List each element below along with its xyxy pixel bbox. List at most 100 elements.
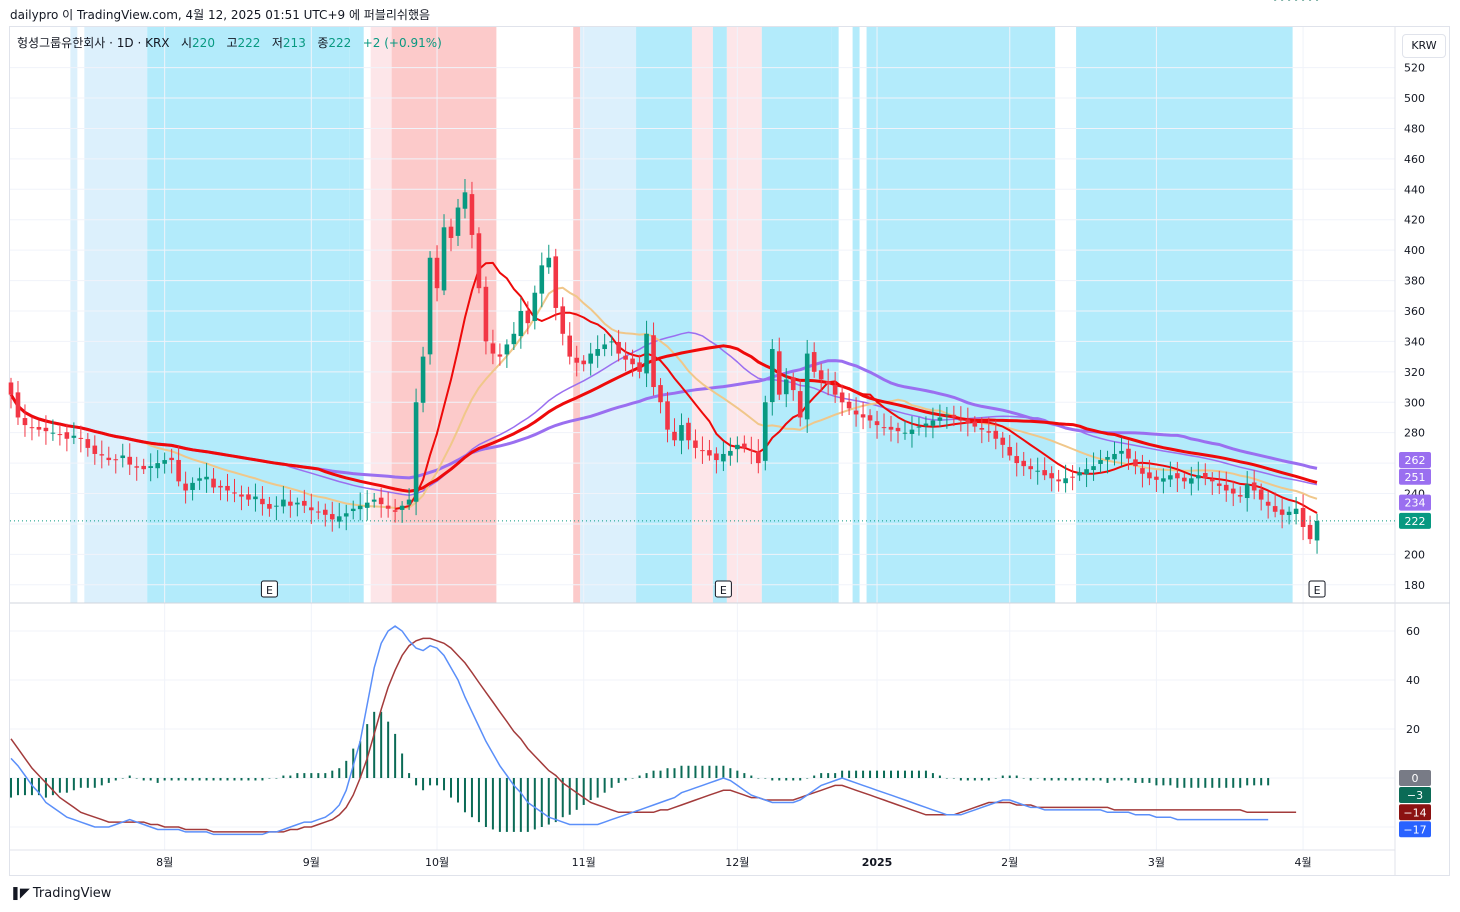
candle	[616, 329, 621, 362]
candle	[357, 492, 363, 521]
earnings-marker-box	[260, 580, 278, 598]
candle-body	[1035, 470, 1040, 472]
macd-histogram-bar	[1071, 778, 1074, 781]
macd-histogram-bar	[568, 778, 571, 815]
candle-body	[1126, 448, 1131, 459]
macd-histogram-bar	[938, 775, 941, 778]
candle-body	[532, 292, 538, 321]
high-label: 고	[226, 36, 238, 50]
candle	[944, 406, 950, 429]
macd-histogram-bar	[380, 711, 383, 778]
macd-histogram-bar	[303, 773, 306, 778]
macd-histogram-bar	[135, 778, 138, 779]
macd-histogram-bar	[149, 778, 152, 781]
candle	[776, 337, 782, 400]
macd-histogram-bar	[680, 765, 683, 778]
macd-histogram-bar	[561, 778, 564, 818]
candle-body	[413, 402, 419, 502]
macd-histogram-bar	[1106, 778, 1109, 783]
tradingview-brand[interactable]: ❚◤ TradingView	[10, 886, 111, 901]
macd-histogram-bar	[980, 778, 983, 781]
candle	[714, 447, 719, 474]
candle-body	[1119, 450, 1124, 454]
macd-histogram-bar	[470, 778, 473, 818]
candle	[399, 501, 405, 523]
candle	[518, 297, 524, 349]
candle-body	[797, 391, 803, 418]
candle-body	[1084, 469, 1089, 475]
symbol-legend: 헝셩그룹유한회사 · 1D · KRX 시220 고222 저213 종222 …	[17, 34, 442, 51]
candle	[651, 322, 656, 396]
chart-frame	[9, 26, 1450, 876]
macd-histogram-bar	[456, 778, 459, 803]
symbol-title[interactable]: 헝셩그룹유한회사 · 1D · KRX	[17, 36, 170, 50]
candle-body	[749, 449, 754, 451]
candle-body	[742, 443, 747, 448]
candle	[560, 297, 566, 346]
candle	[762, 395, 768, 471]
candle	[546, 244, 552, 274]
candle	[1119, 437, 1124, 467]
price-label-text: 262	[1405, 454, 1426, 467]
candle-body	[693, 440, 698, 448]
signal-zone-12	[726, 27, 762, 603]
publish-caption: dailypro 이 TradingView.com, 4월 12, 2025 …	[10, 8, 431, 22]
candle	[302, 489, 307, 514]
macd-histogram-bar	[959, 778, 962, 781]
macd-histogram-bar	[841, 770, 844, 778]
candle-body	[1091, 466, 1096, 471]
candle	[595, 335, 600, 368]
macd-histogram-bar	[589, 778, 592, 801]
candle	[979, 417, 985, 444]
candle-body	[441, 227, 447, 291]
macd-histogram-bar	[1190, 778, 1193, 788]
macd-histogram-bar	[1260, 778, 1263, 786]
macd-histogram-bar	[477, 778, 480, 823]
candle	[672, 418, 677, 447]
candle-body	[1286, 511, 1292, 516]
candle-body	[329, 514, 335, 520]
candle	[309, 493, 314, 524]
macd-histogram-bar	[184, 778, 187, 781]
candle-body	[944, 414, 950, 416]
macd-histogram-bar	[436, 778, 439, 786]
macd-histogram-bar	[1316, 0, 1319, 1]
macd-histogram-bar	[1064, 778, 1067, 781]
candle-body	[183, 483, 188, 491]
candle-body	[427, 257, 433, 355]
candle	[1293, 496, 1299, 525]
macd-histogram-bar	[1001, 775, 1004, 778]
currency-button[interactable]: KRW	[1402, 34, 1446, 58]
candle-body	[986, 431, 992, 433]
candle-body	[92, 445, 98, 454]
candle	[1070, 465, 1075, 491]
candle	[176, 446, 181, 487]
candle	[127, 443, 133, 475]
candle-body	[951, 414, 957, 418]
candle-body	[336, 516, 342, 522]
price-label-text: 222	[1405, 515, 1426, 528]
macd-histogram-bar	[1141, 778, 1144, 783]
candle-body	[672, 431, 677, 441]
macd-histogram-bar	[582, 778, 585, 805]
macd-histogram-bar	[701, 765, 704, 778]
macd-histogram-bar	[240, 778, 243, 781]
candle	[693, 429, 698, 459]
candle	[1007, 434, 1013, 461]
candle	[769, 339, 775, 416]
signal-zone-16	[866, 27, 1056, 603]
candle	[1203, 463, 1208, 486]
macd-histogram-bar	[1085, 778, 1088, 781]
ma-orange-line	[10, 286, 1318, 509]
macd-histogram-bar	[973, 778, 976, 781]
macd-histogram-bar	[1239, 778, 1242, 788]
candle-body	[1279, 509, 1285, 515]
macd-histogram-bar	[58, 778, 61, 793]
candle	[797, 379, 803, 427]
price-tick-label: 480	[1404, 122, 1425, 135]
macd-histogram-bar	[952, 778, 955, 779]
macd-histogram-bar	[785, 778, 788, 781]
macd-histogram-bar	[345, 760, 348, 778]
macd-histogram-bar	[65, 778, 68, 793]
